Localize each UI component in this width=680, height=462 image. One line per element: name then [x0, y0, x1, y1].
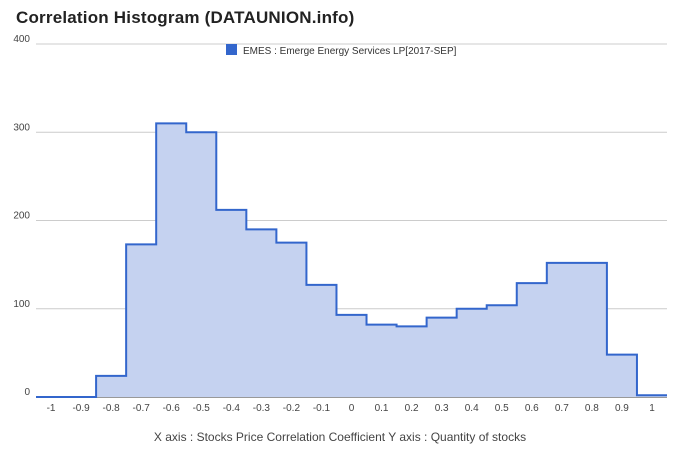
legend[interactable]: EMES : Emerge Energy Services LP[2017-SE… — [226, 44, 457, 57]
y-axis-ticks: 0 100 200 300 400 — [13, 34, 30, 398]
y-tick-label: 0 — [24, 387, 30, 398]
x-tick-label: 0.2 — [405, 403, 419, 414]
series-line — [36, 122, 667, 398]
x-tick-label: 0.9 — [615, 403, 629, 414]
y-tick-label: 400 — [13, 34, 30, 45]
y-tick-label: 100 — [13, 299, 30, 310]
legend-label: EMES : Emerge Energy Services LP[2017-SE… — [243, 46, 457, 57]
x-tick-label: -0.6 — [163, 403, 181, 414]
chart-title: Correlation Histogram (DATAUNION.info) — [16, 8, 355, 27]
x-tick-label: -1 — [47, 403, 56, 414]
x-tick-label: 0.5 — [495, 403, 509, 414]
x-tick-label: 0.6 — [525, 403, 539, 414]
series-fill — [36, 123, 667, 398]
x-tick-label: -0.2 — [283, 403, 301, 414]
x-axis-label: X axis : Stocks Price Correlation Coeffi… — [153, 430, 527, 444]
x-tick-label: 0.7 — [555, 403, 569, 414]
y-tick-label: 300 — [13, 122, 30, 133]
x-tick-label: -0.8 — [103, 403, 121, 414]
series-area — [36, 122, 667, 398]
legend-swatch — [226, 44, 237, 55]
x-tick-label: 1 — [649, 403, 655, 414]
y-tick-label: 200 — [13, 211, 30, 222]
x-tick-label: 0.8 — [585, 403, 599, 414]
x-tick-label: 0.1 — [375, 403, 389, 414]
x-tick-label: -0.7 — [133, 403, 151, 414]
x-tick-label: -0.1 — [313, 403, 331, 414]
x-tick-label: -0.3 — [253, 403, 271, 414]
x-tick-label: -0.4 — [223, 403, 241, 414]
x-axis-ticks: -1 -0.9 -0.8 -0.7 -0.6 -0.5 -0.4 -0.3 -0.2 -0.1 0 0… — [47, 403, 656, 414]
x-tick-label: -0.9 — [72, 403, 90, 414]
x-tick-label: 0.3 — [435, 403, 449, 414]
x-tick-label: 0.4 — [465, 403, 479, 414]
x-tick-label: -0.5 — [193, 403, 211, 414]
x-tick-label: 0 — [349, 403, 355, 414]
